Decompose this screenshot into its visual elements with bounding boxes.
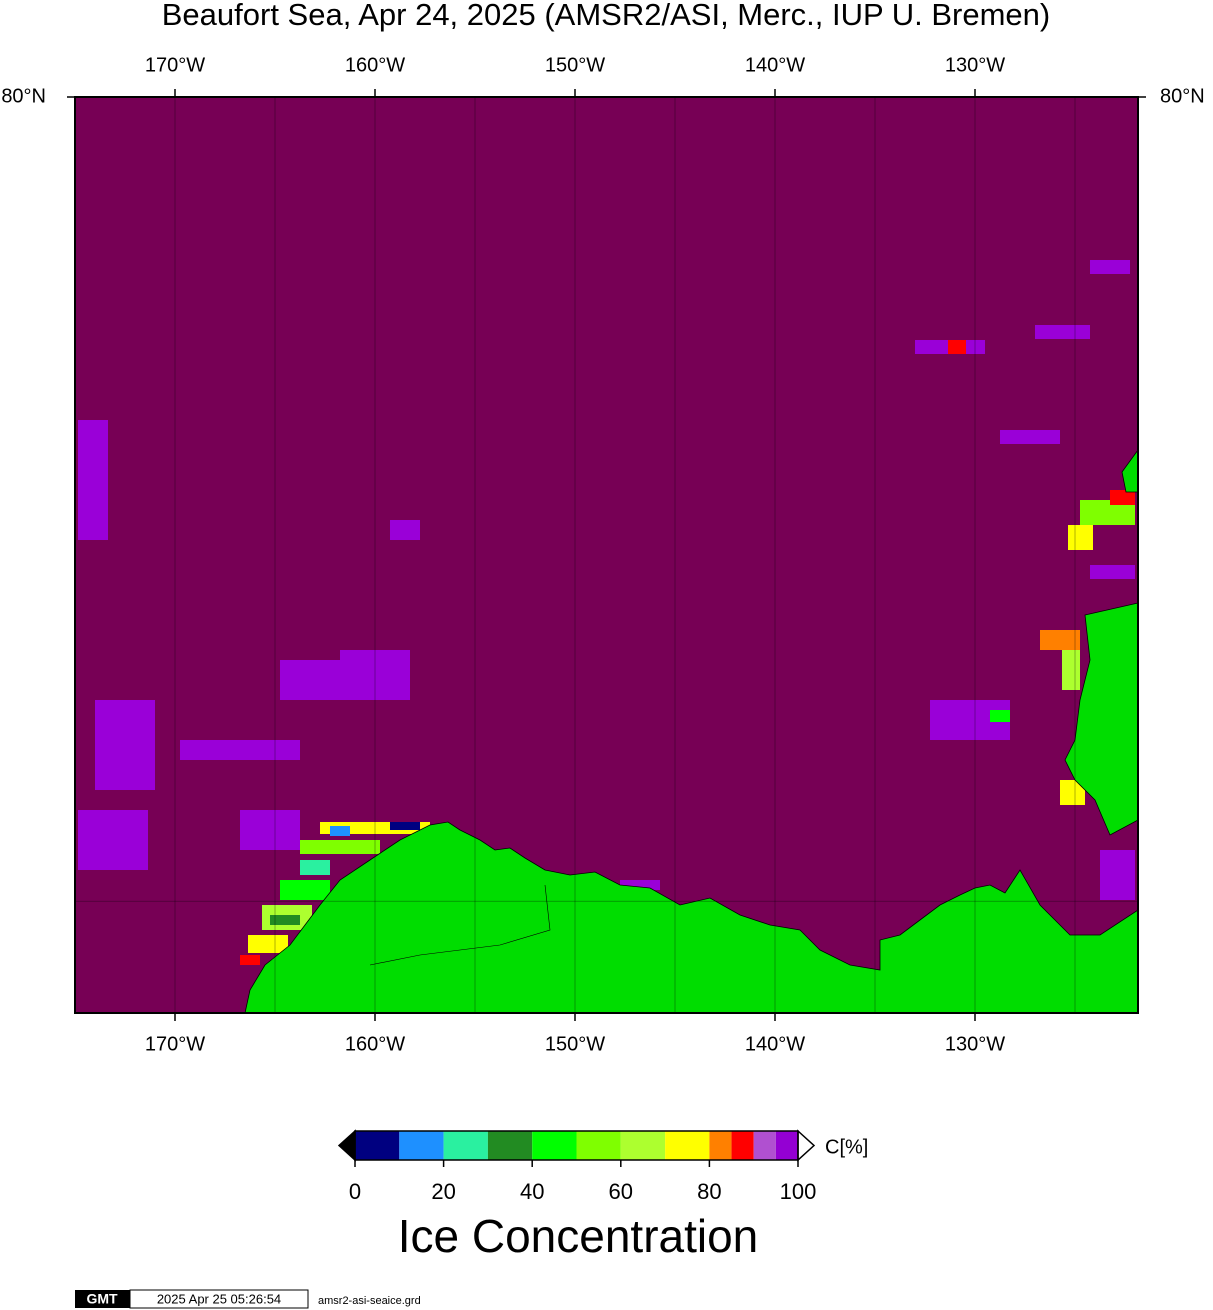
x-tick-label: 170°W <box>145 54 205 76</box>
x-tick-label: 160°W <box>345 1033 405 1055</box>
colorbar-segment <box>443 1131 488 1160</box>
colorbar-tick-label: 20 <box>431 1179 455 1204</box>
x-tick-label: 170°W <box>145 1033 205 1055</box>
colorbar-tick-label: 60 <box>609 1179 633 1204</box>
colorbar-below <box>337 1129 356 1162</box>
x-tick-label: 140°W <box>745 1033 805 1055</box>
coastal-ice <box>240 340 1135 965</box>
timestamp: 2025 Apr 25 05:26:54 <box>157 1291 281 1306</box>
x-tick-label: 130°W <box>945 54 1005 76</box>
x-tick-label: 130°W <box>945 1033 1005 1055</box>
land <box>244 821 1139 1014</box>
colorbar-segment <box>753 1131 776 1160</box>
colorbar-segment <box>731 1131 754 1160</box>
colorbar-segment <box>620 1131 666 1160</box>
colorbar-label: Ice Concentration <box>398 1210 759 1262</box>
colorbar-frame <box>354 1130 799 1161</box>
logo: GMT <box>86 1291 118 1307</box>
colorbar-segment <box>532 1131 577 1160</box>
colorbar-tick-label: 40 <box>520 1179 544 1204</box>
colorbar-segment <box>399 1131 444 1160</box>
y-tick-label: 80°N <box>1160 85 1205 107</box>
map <box>74 96 1139 1014</box>
timestamp-box <box>129 1289 309 1309</box>
colorbar-segment <box>355 1131 400 1160</box>
x-tick-label: 150°W <box>545 1033 605 1055</box>
x-tick-label: 160°W <box>345 54 405 76</box>
colorbar-tick-label: 80 <box>697 1179 721 1204</box>
title: Beaufort Sea, Apr 24, 2025 (AMSR2/ASI, M… <box>162 0 1050 32</box>
colorbar-unit: C[%] <box>825 1136 868 1158</box>
border-line <box>369 884 551 966</box>
colorbar-segment <box>576 1131 621 1160</box>
x-tick-label: 140°W <box>745 54 805 76</box>
y-tick-label: 80°N <box>1 85 46 107</box>
colorbar-tick-label: 100 <box>780 1179 817 1204</box>
colorbar-segment <box>665 1131 710 1160</box>
x-tick-label: 150°W <box>545 54 605 76</box>
colorbar-segment <box>487 1131 533 1160</box>
colorbar: 0 20 40 60 80 100 <box>337 1129 817 1204</box>
file-name: amsr2-asi-seaice.grd <box>318 1295 421 1307</box>
colorbar-above <box>797 1129 816 1162</box>
logo-box <box>75 1290 130 1308</box>
colorbar-segment <box>709 1131 732 1160</box>
colorbar-segment <box>775 1131 798 1160</box>
map-frame <box>74 96 1139 1014</box>
sea <box>75 97 1138 1013</box>
colorbar-tick-label: 0 <box>349 1179 361 1204</box>
